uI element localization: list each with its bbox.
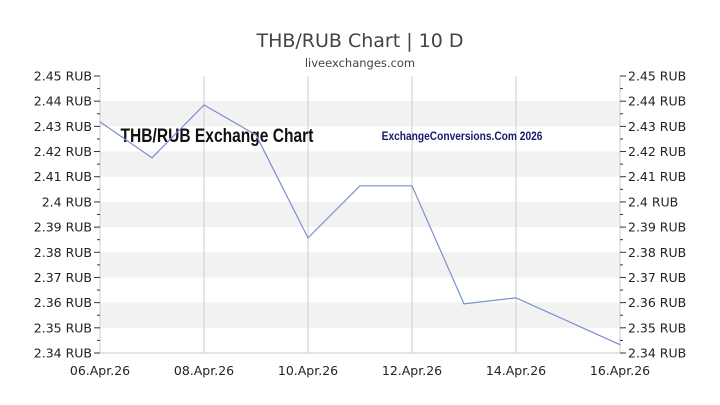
data-point [307, 237, 309, 239]
grid-band [100, 201, 620, 228]
data-point [619, 344, 621, 346]
y-tick-label-right: 2.39 RUB [628, 220, 686, 235]
y-tick-label-right: 2.45 RUB [628, 69, 686, 84]
y-tick-label-left: 2.38 RUB [34, 245, 92, 260]
y-tick-label-right: 2.37 RUB [628, 270, 686, 285]
y-tick-label-left: 2.45 RUB [34, 69, 92, 84]
series-line [99, 104, 621, 346]
y-tick-label-left: 2.44 RUB [34, 94, 92, 109]
y-tick-label-right: 2.42 RUB [628, 144, 686, 159]
data-point [151, 157, 153, 159]
chart-subtitle: liveexchanges.com [305, 56, 415, 70]
y-tick-label-left: 2.39 RUB [34, 220, 92, 235]
chart-title: THB/RUB Chart | 10 D [255, 30, 463, 52]
data-point [411, 185, 413, 187]
y-tick-label-left: 2.4 RUB [42, 194, 92, 209]
x-tick-label: 14.Apr.26 [486, 363, 546, 378]
y-tick-label-left: 2.41 RUB [34, 169, 92, 184]
y-tick-label-right: 2.44 RUB [628, 94, 686, 109]
x-tick-label: 08.Apr.26 [174, 363, 234, 378]
grid-band [100, 101, 620, 127]
y-tick-label-left: 2.42 RUB [34, 144, 92, 159]
x-tick-label: 16.Apr.26 [590, 363, 650, 378]
y-tick-label-left: 2.34 RUB [34, 346, 92, 361]
x-tick-label: 12.Apr.26 [382, 363, 442, 378]
x-tick-label: 10.Apr.26 [278, 363, 338, 378]
y-tick-label-left: 2.35 RUB [34, 320, 92, 335]
data-point [515, 297, 517, 299]
grid-band [100, 252, 620, 278]
grid-band [100, 151, 620, 177]
watermark-site: ExchangeConversions.Com 2026 [382, 130, 543, 143]
data-point [99, 121, 101, 123]
y-tick-label-left: 2.37 RUB [34, 270, 92, 285]
data-point [359, 185, 361, 187]
y-tick-label-right: 2.34 RUB [628, 346, 686, 361]
grid-band [100, 302, 620, 328]
data-point [255, 134, 257, 136]
y-tick-label-right: 2.43 RUB [628, 119, 686, 134]
data-point [463, 303, 465, 305]
y-tick-label-right: 2.41 RUB [628, 169, 686, 184]
data-point [203, 104, 205, 106]
y-tick-label-left: 2.36 RUB [34, 295, 92, 310]
y-tick-label-right: 2.35 RUB [628, 320, 686, 335]
x-tick-label: 06.Apr.26 [70, 363, 130, 378]
y-tick-label-right: 2.38 RUB [628, 245, 686, 260]
watermark-title: THB/RUB Exchange Chart [121, 125, 314, 147]
y-tick-label-right: 2.4 RUB [628, 194, 678, 209]
y-tick-label-right: 2.36 RUB [628, 295, 686, 310]
y-tick-label-left: 2.43 RUB [34, 119, 92, 134]
